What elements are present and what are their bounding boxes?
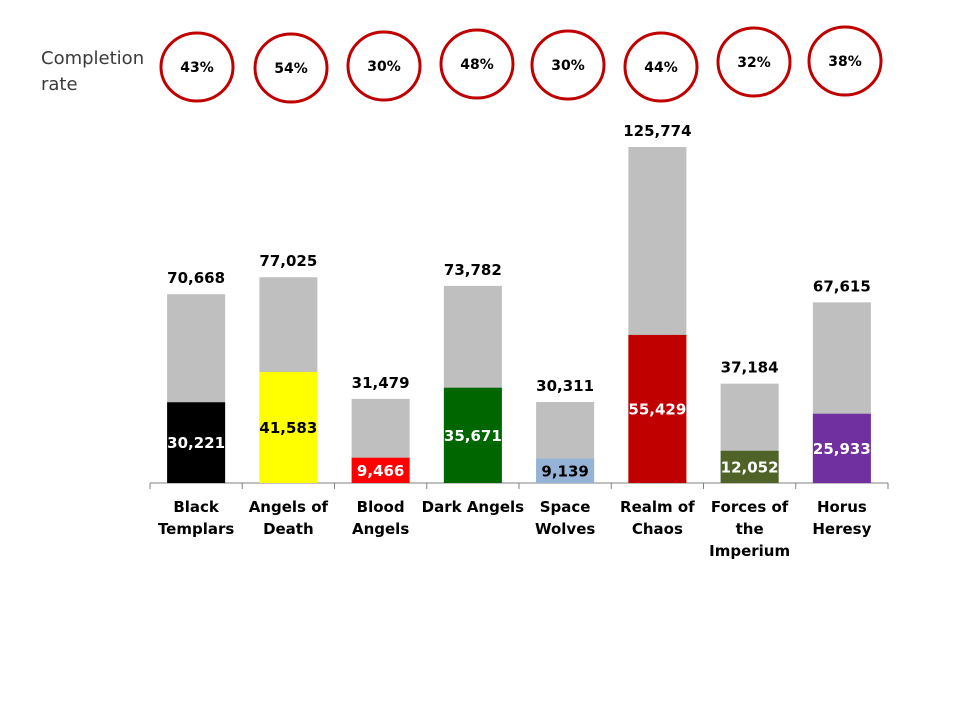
completion-rate-label-line2: rate <box>41 74 78 95</box>
total-value-label: 73,782 <box>444 261 502 279</box>
completion-rate-label: Completion rate <box>41 46 144 98</box>
completion-rate-circle <box>623 31 699 103</box>
completion-rate-circle <box>530 29 606 101</box>
completed-value-label: 9,139 <box>541 462 588 480</box>
completion-rate-circle <box>716 26 792 98</box>
category-label: the <box>736 520 764 538</box>
category-label: Death <box>263 520 314 538</box>
category-label: Imperium <box>709 542 790 560</box>
completion-rate-value: 30% <box>367 59 401 75</box>
completion-rate-value: 44% <box>644 60 678 76</box>
category-label: Horus <box>817 498 867 516</box>
completion-rate-value: 38% <box>828 54 862 70</box>
total-value-label: 67,615 <box>813 277 871 295</box>
completed-value-label: 41,583 <box>259 419 317 437</box>
category-label: Dark Angels <box>422 498 525 516</box>
completion-rate-value: 48% <box>460 57 494 73</box>
completed-bar <box>351 457 410 483</box>
completed-bar <box>443 387 502 483</box>
completion-rate-circle <box>439 28 515 100</box>
completion-rate-value: 30% <box>551 58 585 74</box>
category-label: Chaos <box>632 520 683 538</box>
completed-bar <box>720 450 779 483</box>
category-label: Heresy <box>812 520 871 538</box>
completed-value-label: 55,429 <box>628 400 686 418</box>
completion-rate-circle <box>807 25 883 97</box>
completed-value-label: 12,052 <box>721 458 779 476</box>
completion-rate-circle <box>346 30 422 102</box>
completion-rate-value: 32% <box>737 55 771 71</box>
completed-bar <box>536 458 595 483</box>
total-value-label: 70,668 <box>167 269 225 287</box>
completed-value-label: 30,221 <box>167 434 225 452</box>
total-value-label: 30,311 <box>536 377 594 395</box>
completion-rate-circle <box>253 32 329 104</box>
completed-bar <box>812 413 871 483</box>
completed-bar <box>628 334 687 483</box>
category-label: Realm of <box>620 498 695 516</box>
completed-bar <box>167 402 226 483</box>
completion-rate-label-line1: Completion <box>41 48 145 69</box>
category-label: Wolves <box>535 520 595 538</box>
total-value-label: 37,184 <box>721 359 779 377</box>
total-value-label: 77,025 <box>259 252 317 270</box>
category-label: Angels <box>352 520 409 538</box>
total-value-label: 31,479 <box>352 374 410 392</box>
total-value-label: 125,774 <box>623 122 691 140</box>
completion-rate-value: 54% <box>274 61 308 77</box>
category-label: Blood <box>357 498 405 516</box>
category-label: Angels of <box>249 498 329 516</box>
completion-rate-circle <box>159 31 235 103</box>
completed-bar <box>259 371 318 483</box>
completed-value-label: 35,671 <box>444 427 502 445</box>
completed-value-label: 25,933 <box>813 440 871 458</box>
category-label: Templars <box>158 520 234 538</box>
completed-value-label: 9,466 <box>357 462 404 480</box>
category-label: Space <box>540 498 591 516</box>
category-label: Forces of <box>711 498 789 516</box>
category-label: Black <box>173 498 220 516</box>
completion-rate-value: 43% <box>180 60 214 76</box>
